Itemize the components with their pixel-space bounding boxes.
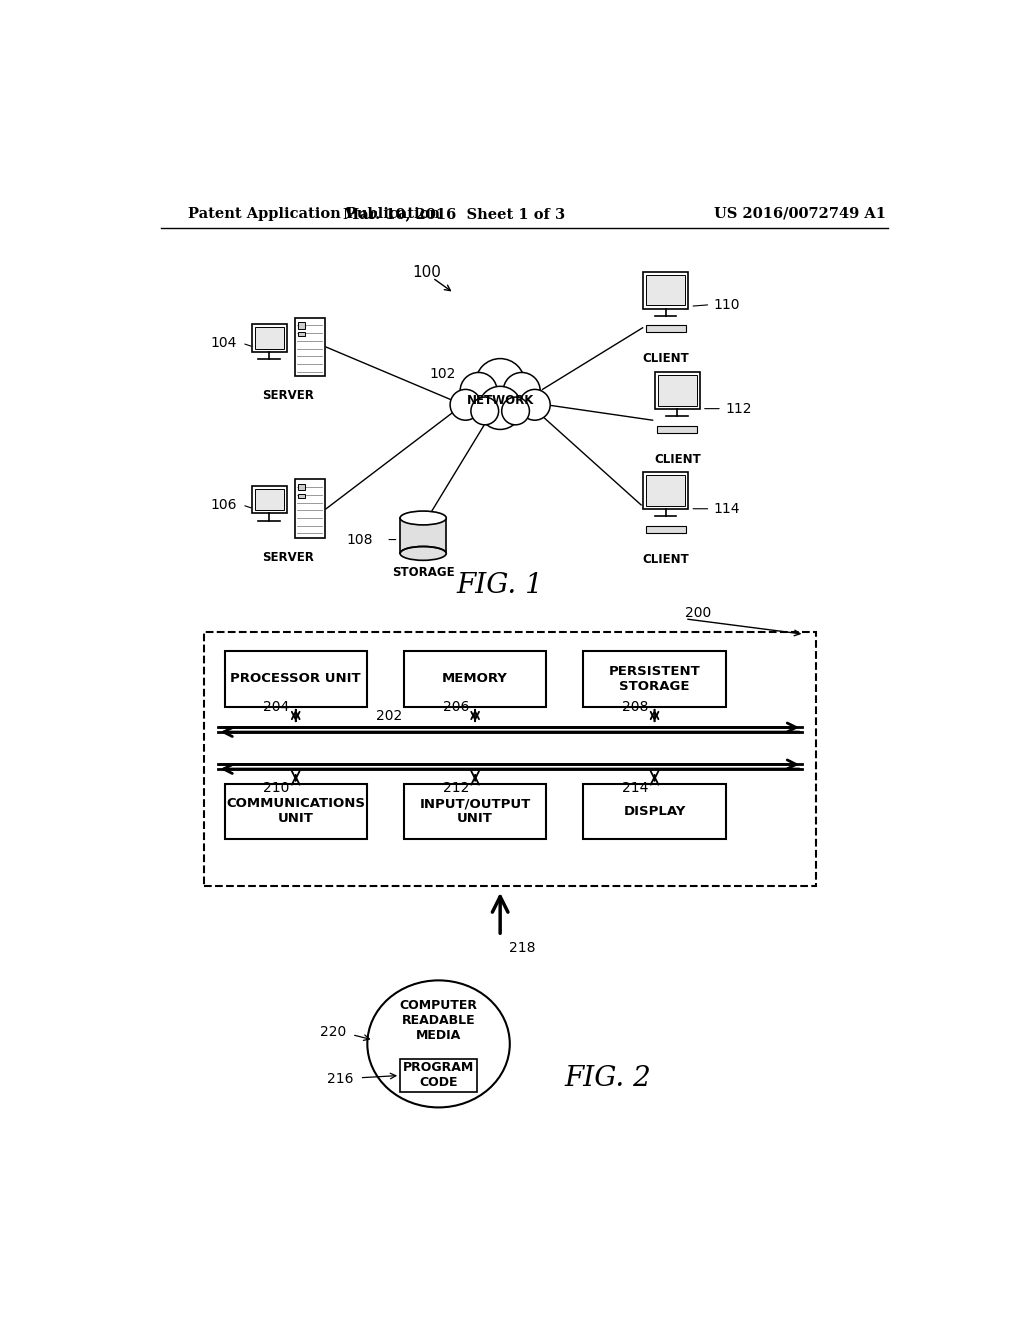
Circle shape (475, 359, 525, 408)
Text: STORAGE: STORAGE (392, 566, 455, 579)
Circle shape (503, 372, 541, 409)
Bar (584, 651, 726, 706)
Bar (646, 525, 686, 533)
Circle shape (460, 372, 497, 409)
Text: INPUT/OUTPUT
UNIT: INPUT/OUTPUT UNIT (420, 797, 530, 825)
Bar (655, 372, 699, 409)
Text: DISPLAY: DISPLAY (624, 805, 686, 818)
Text: PROGRAM
CODE: PROGRAM CODE (402, 1061, 474, 1089)
Bar (224, 784, 367, 840)
Text: COMPUTER
READABLE
MEDIA: COMPUTER READABLE MEDIA (399, 999, 477, 1043)
Bar (295, 318, 325, 376)
Text: 102: 102 (429, 367, 456, 381)
Text: CLIENT: CLIENT (642, 352, 689, 366)
Text: FIG. 1: FIG. 1 (457, 573, 544, 599)
Ellipse shape (400, 511, 446, 525)
Bar (298, 322, 305, 329)
Bar (646, 475, 685, 506)
Ellipse shape (368, 981, 510, 1107)
Bar (400, 1059, 477, 1092)
Text: 220: 220 (319, 1026, 346, 1039)
Text: 110: 110 (714, 298, 740, 312)
Bar (646, 326, 686, 333)
Bar (224, 651, 367, 706)
Text: SERVER: SERVER (262, 389, 314, 403)
Circle shape (478, 387, 521, 429)
Circle shape (471, 397, 499, 425)
Bar (252, 486, 287, 513)
Circle shape (519, 389, 550, 420)
Circle shape (451, 389, 481, 420)
Text: COMMUNICATIONS
UNIT: COMMUNICATIONS UNIT (226, 797, 366, 825)
Bar (298, 494, 305, 498)
Text: Mar. 10, 2016  Sheet 1 of 3: Mar. 10, 2016 Sheet 1 of 3 (343, 207, 565, 220)
Text: FIG. 2: FIG. 2 (564, 1065, 651, 1092)
Text: 114: 114 (714, 502, 740, 516)
Text: 100: 100 (413, 265, 441, 280)
Text: 214: 214 (622, 781, 648, 795)
Text: 108: 108 (346, 532, 373, 546)
Bar (657, 425, 697, 433)
Text: 218: 218 (509, 941, 536, 954)
Text: SERVER: SERVER (262, 552, 314, 564)
Bar (298, 333, 305, 337)
Text: PERSISTENT
STORAGE: PERSISTENT STORAGE (608, 665, 700, 693)
Bar (643, 471, 688, 508)
Bar (403, 784, 547, 840)
Text: MEMORY: MEMORY (442, 672, 508, 685)
Text: 202: 202 (376, 709, 402, 723)
Text: 212: 212 (442, 781, 469, 795)
Text: 210: 210 (263, 781, 290, 795)
Text: 200: 200 (685, 606, 712, 619)
Bar (584, 784, 726, 840)
Bar (403, 651, 547, 706)
Bar (658, 375, 696, 405)
Text: 206: 206 (442, 700, 469, 714)
Text: 112: 112 (725, 401, 752, 416)
Text: CLIENT: CLIENT (642, 553, 689, 566)
Bar (295, 479, 325, 539)
Bar (204, 632, 816, 886)
Text: CLIENT: CLIENT (654, 453, 700, 466)
Ellipse shape (400, 546, 446, 561)
Bar (643, 272, 688, 309)
Bar (400, 517, 446, 553)
Bar (255, 488, 284, 511)
Text: NETWORK: NETWORK (467, 395, 534, 408)
Text: Patent Application Publication: Patent Application Publication (188, 207, 440, 220)
Text: 216: 216 (327, 1072, 353, 1086)
Text: US 2016/0072749 A1: US 2016/0072749 A1 (715, 207, 887, 220)
Circle shape (502, 397, 529, 425)
Bar (252, 323, 287, 351)
Bar (646, 275, 685, 305)
Text: 208: 208 (622, 700, 648, 714)
Text: PROCESSOR UNIT: PROCESSOR UNIT (230, 672, 361, 685)
Bar (255, 327, 284, 348)
Text: 204: 204 (263, 700, 290, 714)
Text: 104: 104 (211, 337, 237, 350)
Bar (298, 484, 305, 490)
Text: 106: 106 (210, 498, 237, 512)
